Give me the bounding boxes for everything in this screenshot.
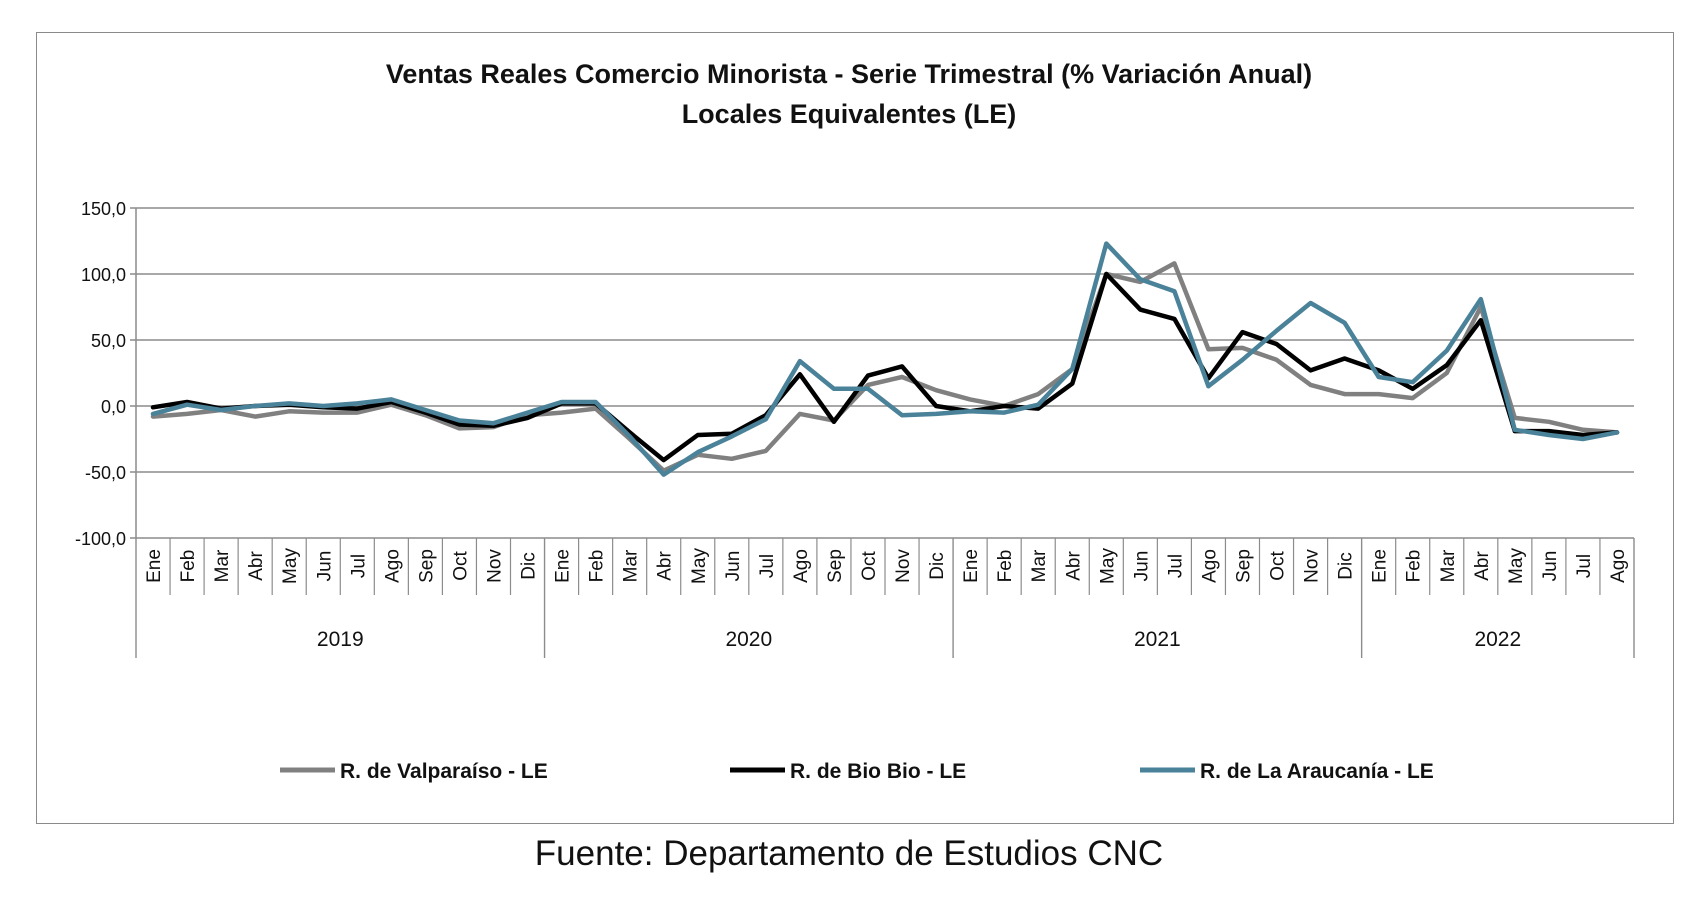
x-month-label: Nov: [484, 549, 505, 583]
x-year-label: 2022: [1474, 628, 1521, 651]
x-year-label: 2019: [317, 628, 364, 651]
x-month-label: Oct: [1268, 551, 1289, 581]
x-month-label: Jun: [1540, 551, 1561, 582]
legend-label-1: R. de Bio Bio - LE: [790, 760, 966, 783]
x-month-label: Ene: [1370, 549, 1391, 583]
y-tick-label: -100,0: [75, 529, 126, 549]
y-tick-label: 150,0: [81, 199, 126, 219]
x-month-label: Ago: [791, 549, 812, 583]
x-month-label: Mar: [621, 549, 642, 582]
x-month-label: Mar: [212, 549, 233, 582]
x-month-label: Jun: [1131, 551, 1152, 582]
series-line-1: [150, 271, 1620, 463]
x-month-label: Sep: [825, 549, 846, 583]
x-month-label: Dic: [1336, 552, 1357, 579]
x-month-label: Ago: [1199, 549, 1220, 583]
x-month-label: Ene: [553, 549, 574, 583]
x-month-label: May: [1506, 548, 1527, 584]
x-year-label: 2020: [725, 628, 772, 651]
x-month-label: Mar: [1438, 549, 1459, 582]
legend-label-2: R. de La Araucanía - LE: [1200, 760, 1434, 783]
series-line-0: [150, 261, 1620, 473]
x-month-label: Ago: [1608, 549, 1629, 583]
x-month-label: Jun: [723, 551, 744, 582]
x-month-label: Sep: [416, 549, 437, 583]
source-note: Fuente: Departamento de Estudios CNC: [534, 834, 1164, 873]
x-month-label: Jun: [314, 551, 335, 582]
chart-title: Ventas Reales Comercio Minorista - Serie…: [386, 59, 1312, 89]
x-month-label: Feb: [587, 550, 608, 583]
x-month-label: Sep: [1233, 549, 1254, 583]
x-month-label: Jul: [1165, 554, 1186, 578]
x-month-label: Dic: [519, 552, 540, 579]
x-month-label: Jul: [348, 554, 369, 578]
legend-label-0: R. de Valparaíso - LE: [340, 760, 548, 783]
chart-subtitle: Locales Equivalentes (LE): [682, 99, 1017, 129]
x-month-label: Feb: [178, 550, 199, 583]
x-month-label: Oct: [450, 551, 471, 581]
x-month-label: Ene: [961, 549, 982, 583]
x-month-label: Ene: [144, 549, 165, 583]
chart-frame: [36, 32, 1674, 824]
x-month-label: Feb: [1404, 550, 1425, 583]
series-line-2: [150, 241, 1620, 477]
x-month-label: Abr: [246, 551, 267, 581]
x-month-label: Dic: [927, 552, 948, 579]
x-month-label: Feb: [995, 550, 1016, 583]
x-month-label: May: [689, 548, 710, 584]
x-month-label: Mar: [1029, 549, 1050, 582]
chart: Ventas Reales Comercio Minorista - Serie…: [75, 59, 1635, 783]
x-month-label: Nov: [893, 549, 914, 583]
y-tick-label: -50,0: [85, 463, 126, 483]
x-month-label: Jul: [1574, 554, 1595, 578]
x-month-label: May: [280, 548, 301, 584]
x-month-label: May: [1097, 548, 1118, 584]
x-month-label: Oct: [859, 551, 880, 581]
y-tick-label: 0,0: [101, 397, 126, 417]
y-tick-label: 50,0: [91, 331, 126, 351]
x-year-label: 2021: [1134, 628, 1181, 651]
x-month-label: Abr: [1472, 551, 1493, 581]
x-month-label: Abr: [655, 551, 676, 581]
x-month-label: Ago: [382, 549, 403, 583]
x-month-label: Nov: [1302, 549, 1323, 583]
y-tick-label: 100,0: [81, 265, 126, 285]
x-month-label: Jul: [757, 554, 778, 578]
x-month-label: Abr: [1063, 551, 1084, 581]
